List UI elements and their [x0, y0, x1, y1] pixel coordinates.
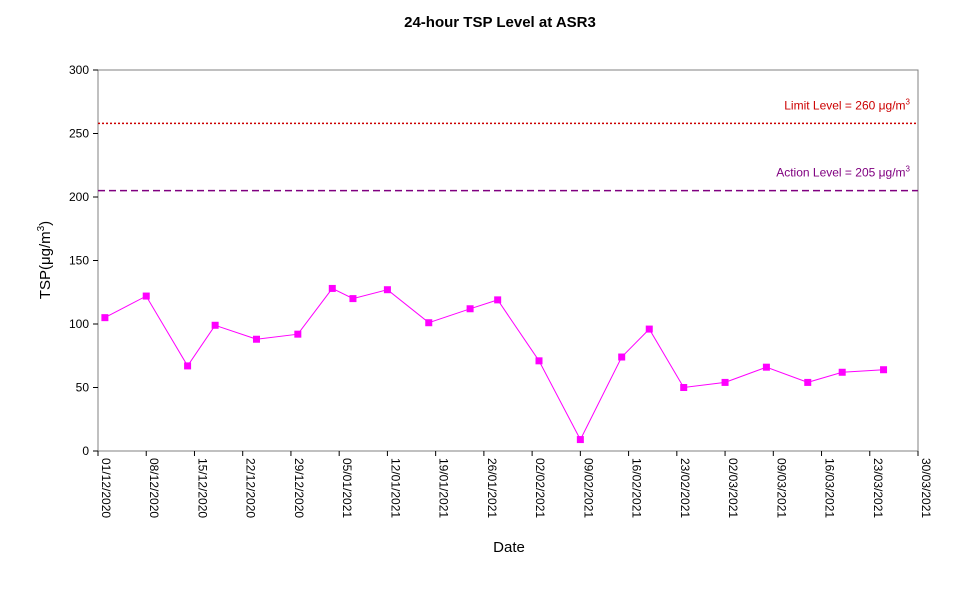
x-tick-label: 26/01/2021 — [485, 458, 499, 518]
limit-level-label: Limit Level = 260 μg/m3 — [784, 97, 910, 112]
series-tsp — [101, 284, 888, 444]
y-tick-label: 0 — [82, 444, 89, 458]
data-point — [294, 330, 302, 338]
x-tick-label: 23/03/2021 — [871, 458, 885, 518]
x-tick-label: 09/03/2021 — [774, 458, 788, 518]
y-axis: 0 50 100 150 200 250 300 — [69, 63, 98, 458]
x-tick-label: 23/02/2021 — [678, 458, 692, 518]
x-tick-label: 02/02/2021 — [533, 458, 547, 518]
data-point — [211, 321, 219, 329]
x-tick-label: 15/12/2020 — [195, 458, 209, 518]
data-point — [349, 295, 357, 303]
data-point — [804, 378, 812, 386]
x-axis-label: Date — [493, 539, 525, 556]
data-point — [101, 314, 109, 322]
y-tick-label: 50 — [76, 381, 90, 395]
y-tick-label: 300 — [69, 63, 89, 77]
x-tick-label: 22/12/2020 — [244, 458, 258, 518]
data-point — [618, 353, 626, 361]
x-tick-label: 16/03/2021 — [823, 458, 837, 518]
data-point — [762, 363, 770, 371]
data-point — [466, 305, 474, 313]
data-point — [425, 319, 433, 327]
y-tick-label: 200 — [69, 190, 89, 204]
action-level-label: Action Level = 205 μg/m3 — [776, 165, 910, 180]
y-axis-label-unit: μg/m — [37, 231, 54, 265]
data-point — [721, 378, 729, 386]
data-point — [838, 368, 846, 376]
x-tick-label: 16/02/2021 — [630, 458, 644, 518]
x-tick-label: 05/01/2021 — [340, 458, 354, 518]
y-axis-label: TSP(μg/m3) — [36, 221, 54, 299]
series-line — [104, 287, 884, 441]
data-point — [880, 366, 888, 374]
y-axis-label-suffix: ) — [37, 221, 54, 226]
x-axis: 01/12/2020 08/12/2020 15/12/2020 22/12/2020… — [97, 451, 933, 518]
reference-lines: Limit Level = 260 μg/m3 Action Level = 20… — [98, 97, 918, 192]
x-tick-label: 02/03/2021 — [726, 458, 740, 518]
x-tick-label: 08/12/2020 — [147, 458, 161, 518]
data-point — [494, 296, 502, 304]
data-point — [328, 284, 336, 292]
x-tick-label: 19/01/2021 — [437, 458, 451, 518]
data-point — [252, 335, 260, 343]
y-tick-label: 250 — [69, 127, 89, 141]
x-tick-label: 29/12/2020 — [292, 458, 306, 518]
data-point — [184, 362, 192, 370]
x-tick-label: 12/01/2021 — [388, 458, 402, 518]
plot-area — [97, 69, 919, 452]
y-axis-label-unit-sup: 3 — [36, 225, 47, 231]
x-tick-label: 01/12/2020 — [99, 458, 113, 518]
chart-title: 24-hour TSP Level at ASR3 — [404, 14, 596, 31]
data-point — [576, 436, 584, 444]
data-point — [680, 384, 688, 391]
y-tick-label: 150 — [69, 254, 89, 268]
data-point — [645, 325, 653, 333]
y-axis-label-prefix: TSP( — [37, 265, 54, 299]
x-tick-label: 30/03/2021 — [919, 458, 933, 518]
data-point — [142, 292, 150, 300]
x-tick-label: 09/02/2021 — [581, 458, 595, 518]
data-point — [535, 357, 543, 365]
y-tick-label: 100 — [69, 317, 89, 331]
data-point — [383, 286, 391, 294]
